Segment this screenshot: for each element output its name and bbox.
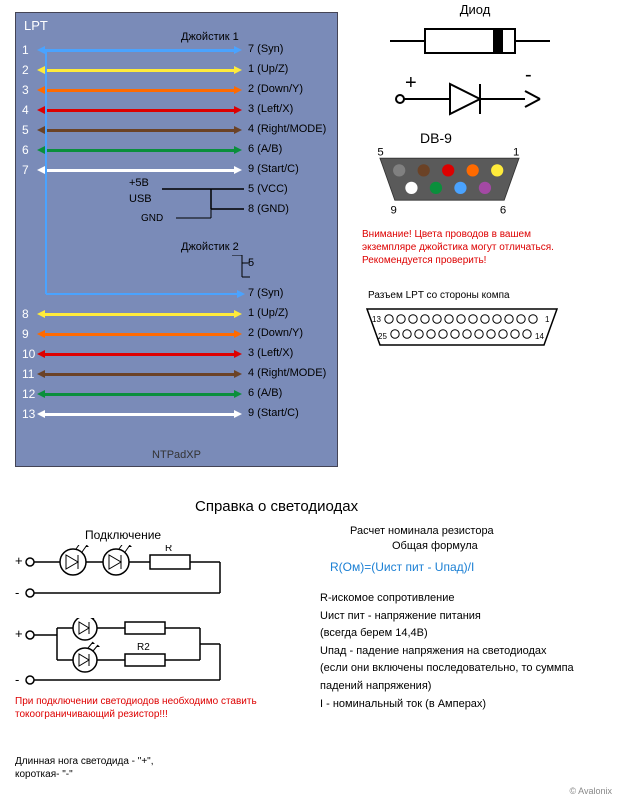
formula: R(Ом)=(Uист пит - Uпад)/I (330, 560, 474, 574)
db9-title: DB-9 (420, 130, 452, 146)
power-label: 8 (GND) (248, 203, 289, 215)
power-label: 5 (VCC) (248, 183, 288, 195)
diode-section: Диод + - (375, 2, 575, 129)
signal-label: 6 (A/B) (248, 143, 282, 155)
legend-u1: Uист пит - напряжение питания (320, 608, 615, 626)
svg-text:13: 13 (372, 315, 381, 324)
svg-text:-: - (15, 585, 19, 600)
lpt-pin-7: 7 (22, 163, 29, 177)
db9-pin1-label: 1 (513, 147, 519, 159)
legend: R-искомое сопротивление Uист пит - напря… (320, 590, 615, 713)
lpt-pin-6: 6 (22, 143, 29, 157)
led-warning: При подключении светодиодов необходимо с… (15, 695, 260, 721)
diode-symbol: + - (375, 21, 555, 126)
lpt-connector: 13 1 25 14 (362, 305, 562, 350)
db9-pin6-label: 6 (500, 204, 506, 215)
svg-text:R: R (165, 545, 172, 554)
svg-text:-: - (15, 672, 19, 687)
lpt-pin-1: 1 (22, 43, 29, 57)
legend-u2: Uпад - падение напряжения на светодиодах (320, 643, 615, 661)
lpt-pin-5: 5 (22, 123, 29, 137)
signal-label: 2 (Down/Y) (248, 83, 303, 95)
legend-r: R-искомое сопротивление (320, 590, 615, 608)
ntpad-label: NTPadXP (152, 449, 201, 461)
lpt-pin-4: 4 (22, 103, 29, 117)
svg-text:R2: R2 (137, 642, 150, 653)
signal-label: 7 (Syn) (248, 43, 283, 55)
diode-title: Диод (375, 2, 575, 17)
joystick1-title: Джойстик 1 (181, 31, 239, 43)
svg-text:+: + (15, 626, 23, 641)
svg-text:14: 14 (535, 332, 544, 341)
signal-label: 9 (Start/C) (248, 163, 299, 175)
db9-pin5-label: 5 (377, 147, 383, 159)
lpt-pin-10: 10 (22, 347, 35, 361)
leg-note: Длинная нога светодида - "+", короткая- … (15, 755, 154, 781)
credit: © Avalonix (570, 786, 613, 796)
signal-label: 3 (Left/X) (248, 103, 293, 115)
svg-text:R1: R1 (137, 618, 150, 621)
db9-connector: 5 1 9 6 (362, 145, 537, 215)
lpt-pin-8: 8 (22, 307, 29, 321)
legend-u1b: (всегда берем 14,4В) (320, 625, 615, 643)
svg-text:+: + (15, 553, 23, 568)
lpt-pin-9: 9 (22, 327, 29, 341)
lpt-pin-13: 13 (22, 407, 35, 421)
formula-label: Общая формула (392, 540, 478, 552)
svg-text:1: 1 (545, 315, 550, 324)
lpt-pin-11: 11 (22, 367, 34, 381)
lpt-title: LPT (24, 18, 48, 33)
led-circuit-parallel: + R1 R2 - (15, 618, 255, 690)
calc-label: Расчет номинала резистора (350, 525, 494, 537)
warning-text: Внимание! Цвета проводов в вашем экземпл… (362, 228, 572, 267)
lpt-pin-3: 3 (22, 83, 29, 97)
legend-u2b: (если они включены последовательно, то с… (320, 660, 615, 695)
led-circuit-series: + R - (15, 545, 255, 605)
help-title: Справка о светодиодах (195, 498, 358, 515)
signal-label: 4 (Right/MODE) (248, 123, 326, 135)
db9-pin9-label: 9 (390, 204, 396, 215)
legend-i: I - номинальный ток (в Амперах) (320, 696, 615, 714)
svg-text:25: 25 (378, 332, 387, 341)
lpt-connector-label: Разъем LPT со стороны компа (368, 290, 510, 301)
lpt-wiring-diagram: LPT NTPadXP Джойстик 1 1 7 (Syn) 2 1 (Up/Z) 3… (15, 12, 338, 467)
lpt-pin-12: 12 (22, 387, 35, 401)
svg-text:+: + (405, 72, 417, 94)
svg-text:-: - (525, 64, 532, 86)
signal-label: 1 (Up/Z) (248, 63, 288, 75)
connection-label: Подключение (85, 528, 161, 542)
lpt-pin-2: 2 (22, 63, 29, 77)
